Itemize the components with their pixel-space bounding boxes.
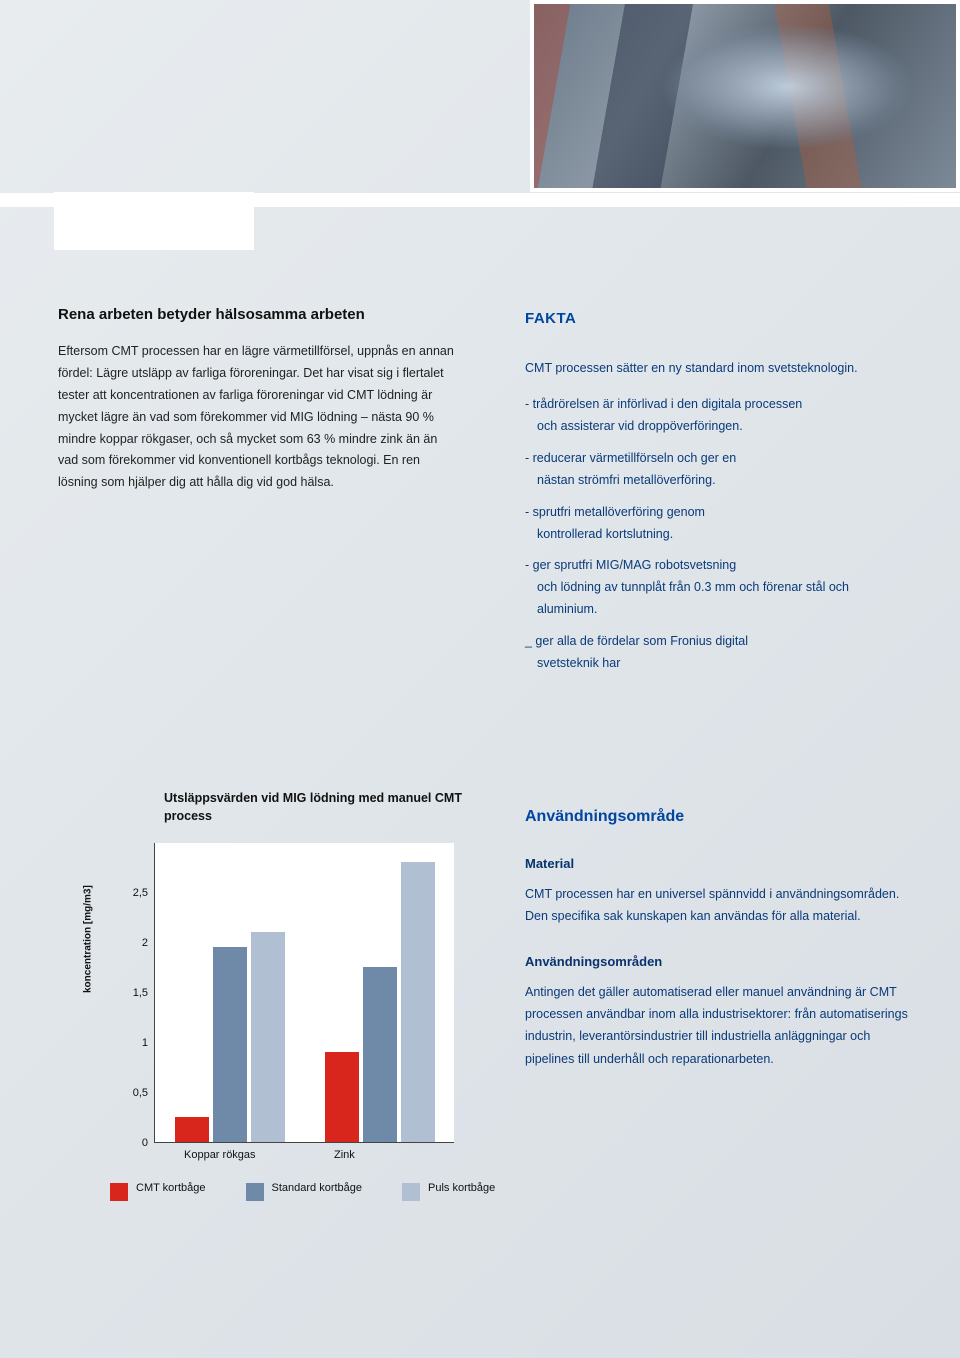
bar-std bbox=[213, 947, 247, 1142]
legend-item: Standard kortbåge bbox=[246, 1182, 363, 1201]
fakta-title: FAKTA bbox=[525, 306, 905, 332]
fakta-item-cont: och lödning av tunnplåt från 0.3 mm och … bbox=[525, 577, 905, 621]
material-paragraph: CMT processen har en universel spännvidd… bbox=[525, 883, 920, 928]
fakta-item-lead: - ger sprutfri MIG/MAG robotsvetsning bbox=[525, 558, 736, 572]
legend-swatch bbox=[246, 1183, 264, 1201]
left-column: Rena arbeten betyder hälsosamma arbeten … bbox=[58, 306, 458, 494]
ytick: 2 bbox=[122, 937, 148, 949]
fakta-item-lead: - trådrörelsen är införlivad i den digit… bbox=[525, 397, 802, 411]
legend-swatch bbox=[110, 1183, 128, 1201]
xlabel: Koppar rökgas bbox=[184, 1149, 256, 1161]
left-paragraph: Eftersom CMT processen har en lägre värm… bbox=[58, 341, 458, 494]
fakta-column: FAKTA CMT processen sätter en ny standar… bbox=[525, 306, 905, 685]
fakta-item-cont: svetsteknik har bbox=[525, 653, 905, 675]
bar-puls bbox=[251, 932, 285, 1142]
chart-legend: CMT kortbåge Standard kortbåge Puls kortbå… bbox=[110, 1182, 495, 1201]
fakta-item-lead: - sprutfri metallöverföring genom bbox=[525, 505, 705, 519]
fakta-intro: CMT processen sätter en ny standard inom… bbox=[525, 358, 905, 380]
bar-std bbox=[363, 967, 397, 1142]
ytick: 0,5 bbox=[122, 1087, 148, 1099]
bar-cmt bbox=[175, 1117, 209, 1142]
fakta-item: _ ger alla de fördelar som Fronius digit… bbox=[525, 631, 905, 675]
fakta-item-cont: nästan strömfri metallöverföring. bbox=[525, 470, 905, 492]
emissions-chart: Utsläppsvärden vid MIG lödning med manue… bbox=[54, 790, 484, 1183]
fakta-item: - trådrörelsen är införlivad i den digit… bbox=[525, 394, 905, 438]
legend-swatch bbox=[402, 1183, 420, 1201]
bar-puls bbox=[401, 862, 435, 1142]
legend-item: CMT kortbåge bbox=[110, 1182, 206, 1201]
fakta-list: - trådrörelsen är införlivad i den digit… bbox=[525, 394, 905, 675]
fakta-item: - reducerar värmetillförseln och ger en n… bbox=[525, 448, 905, 492]
bar-cmt bbox=[325, 1052, 359, 1142]
legend-item: Puls kortbåge bbox=[402, 1182, 495, 1201]
material-heading: Material bbox=[525, 852, 920, 875]
hero-photo bbox=[530, 0, 960, 192]
legend-label: CMT kortbåge bbox=[136, 1182, 206, 1195]
header-white-block bbox=[54, 192, 254, 250]
area-heading: Användningsområden bbox=[525, 950, 920, 973]
area-paragraph: Antingen det gäller automatiserad eller … bbox=[525, 981, 920, 1070]
fakta-item-lead: - reducerar värmetillförseln och ger en bbox=[525, 451, 736, 465]
ytick: 2,5 bbox=[122, 887, 148, 899]
fakta-item-cont: och assisterar vid droppöverföringen. bbox=[525, 416, 905, 438]
ytick: 0 bbox=[122, 1137, 148, 1149]
chart-plot bbox=[154, 843, 454, 1143]
fakta-item: - ger sprutfri MIG/MAG robotsvetsning och… bbox=[525, 555, 905, 621]
fakta-item: - sprutfri metallöverföring genom kontrol… bbox=[525, 502, 905, 546]
legend-label: Puls kortbåge bbox=[428, 1182, 495, 1195]
xlabel: Zink bbox=[334, 1149, 355, 1161]
left-heading: Rena arbeten betyder hälsosamma arbeten bbox=[58, 306, 458, 323]
fakta-item-cont: kontrollerad kortslutning. bbox=[525, 524, 905, 546]
use-title: Användningsområde bbox=[525, 808, 684, 826]
chart-ylabel: koncentration [mg/m3] bbox=[83, 885, 94, 993]
use-block: Material CMT processen har en universel … bbox=[525, 852, 920, 1092]
ytick: 1,5 bbox=[122, 987, 148, 999]
ytick: 1 bbox=[122, 1037, 148, 1049]
legend-label: Standard kortbåge bbox=[272, 1182, 363, 1195]
chart-title: Utsläppsvärden vid MIG lödning med manue… bbox=[164, 790, 484, 825]
fakta-item-lead: _ ger alla de fördelar som Fronius digit… bbox=[525, 634, 748, 648]
